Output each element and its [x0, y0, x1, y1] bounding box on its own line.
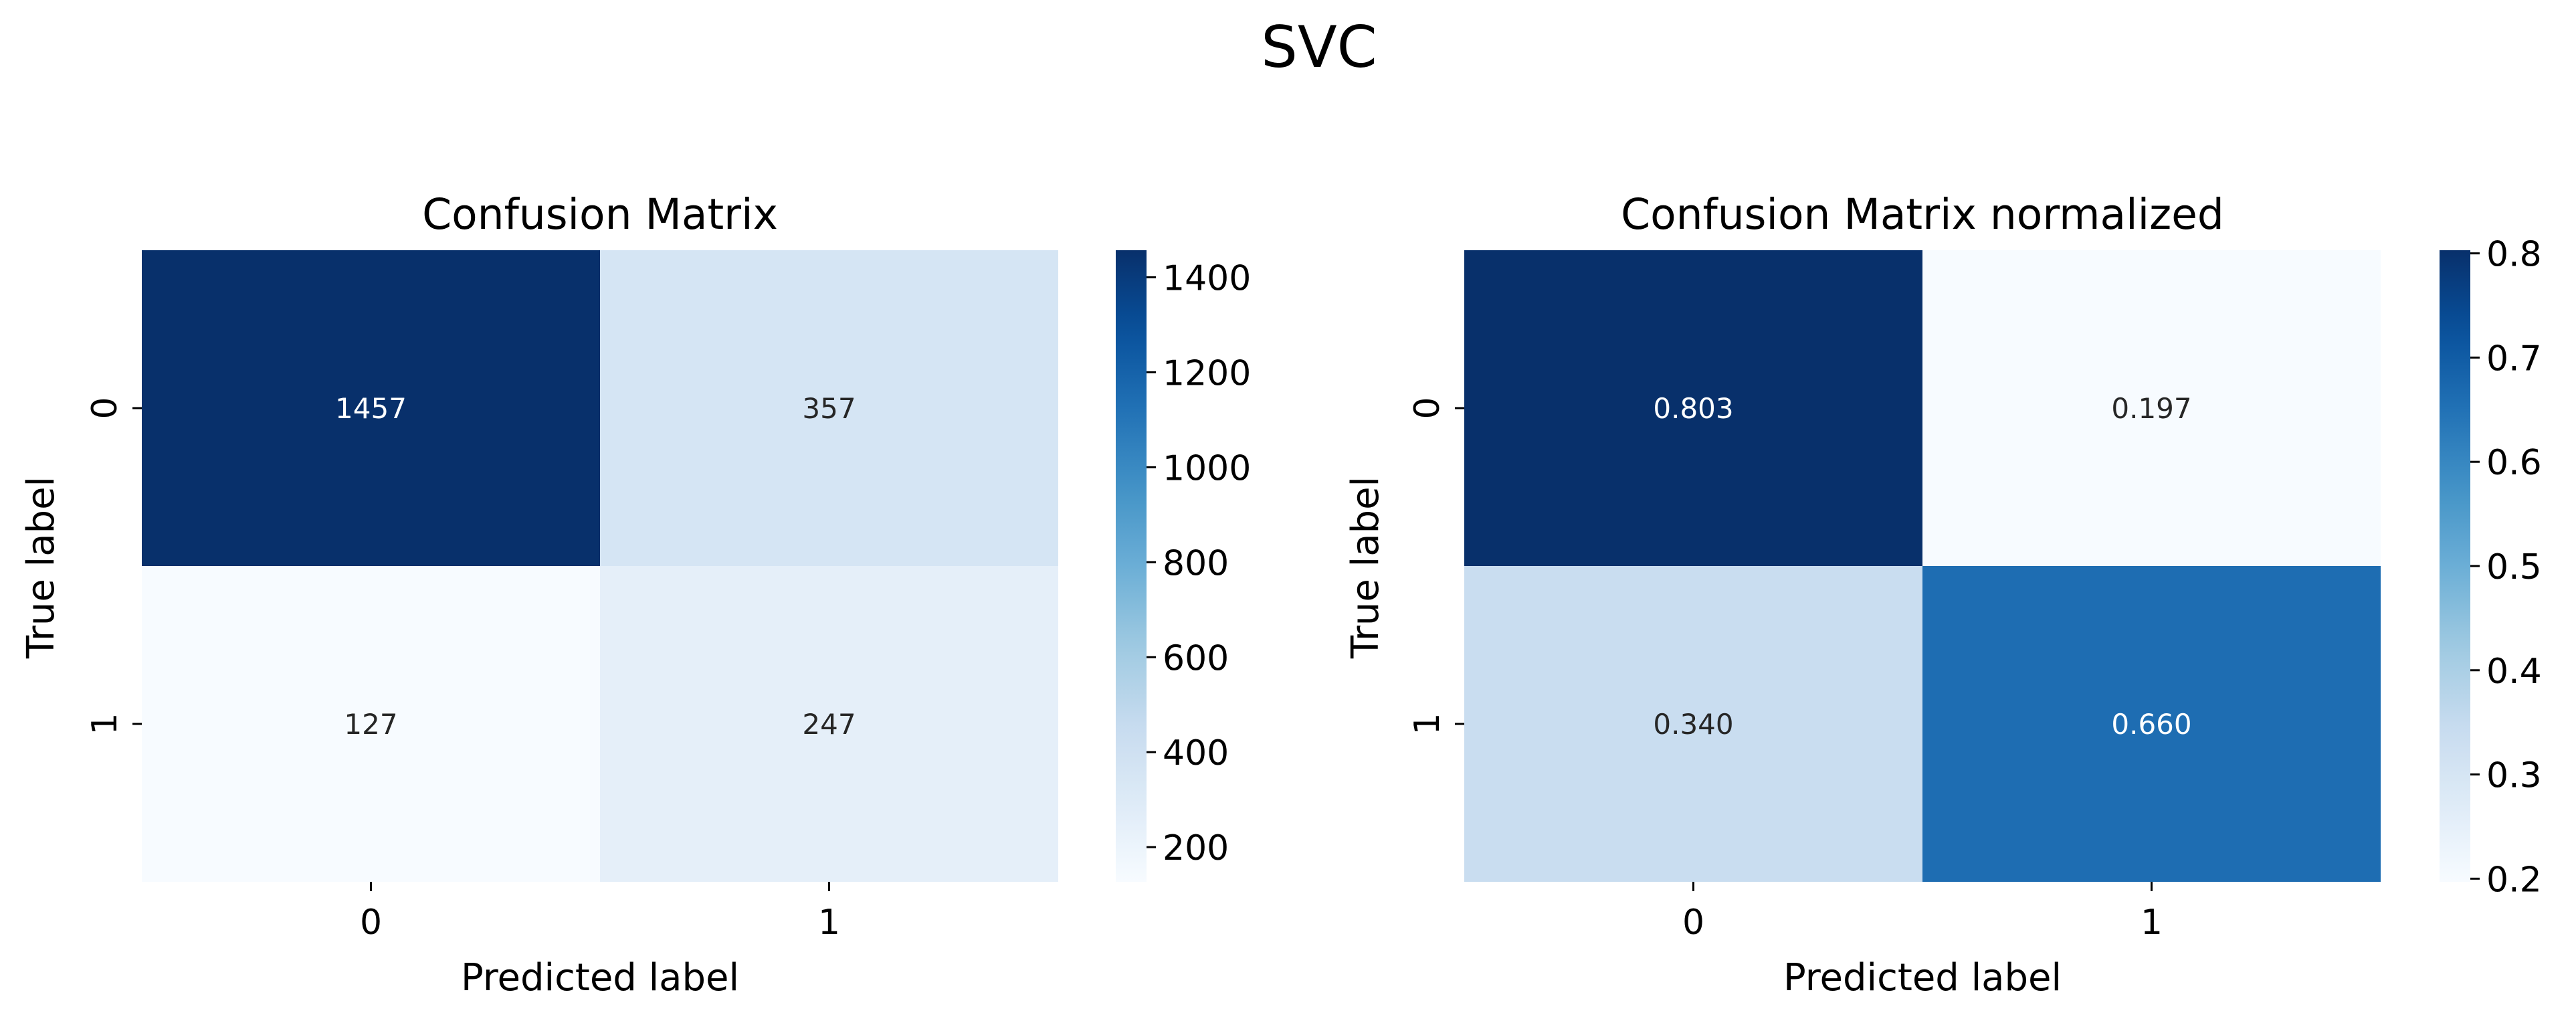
cell-annotation: 0.660 — [2111, 708, 2191, 741]
colorbar-tick-label: 0.4 — [2486, 652, 2542, 692]
cell-annotation: 0.803 — [1653, 392, 1733, 425]
y-axis-label: True label — [19, 476, 63, 659]
heatmap-cell-0-1 — [1922, 250, 2381, 566]
colorbar-tick-label: 0.5 — [2486, 547, 2542, 587]
colorbar-tick-label: 1200 — [1163, 353, 1251, 393]
heatmap-cell-0-1 — [600, 250, 1058, 566]
chart-title: Confusion Matrix — [422, 190, 778, 239]
colorbar-tick-label: 0.7 — [2486, 339, 2542, 379]
x-tick-label: 1 — [818, 903, 840, 943]
colorbar-tick-label: 0.8 — [2486, 235, 2542, 275]
colorbar-tick-label: 800 — [1163, 543, 1229, 583]
y-tick-label: 0 — [85, 397, 125, 419]
colorbar-tick-label: 400 — [1163, 733, 1229, 773]
heatmap-cells: 0.803 0.197 0.340 0.660 — [1464, 250, 2381, 882]
cell-annotation: 1457 — [335, 392, 407, 425]
colorbar-gradient — [2440, 250, 2470, 882]
colorbar-gradient — [1116, 250, 1147, 882]
colorbar: 200 400 600 800 1000 1200 1400 — [1116, 250, 1251, 882]
colorbar-tick-label: 0.2 — [2486, 860, 2542, 900]
cell-annotation: 127 — [344, 708, 397, 741]
heatmap-cell-0-0 — [142, 250, 600, 566]
y-tick-label: 0 — [1407, 397, 1448, 419]
figure-title: SVC — [1261, 14, 1377, 81]
x-axis-label: Predicted label — [1783, 956, 2062, 1000]
cell-annotation: 247 — [802, 708, 856, 741]
colorbar: 0.2 0.3 0.4 0.5 0.6 0.7 0.8 — [2440, 235, 2542, 900]
y-tick-labels: 01 — [1407, 397, 1464, 735]
y-axis-label: True label — [1344, 476, 1387, 659]
heatmap-cell-0-0 — [1464, 250, 1922, 566]
x-tick-label: 1 — [2141, 903, 2163, 943]
y-tick-labels: 01 — [85, 397, 142, 735]
heatmap-cell-1-1 — [600, 566, 1058, 882]
heatmap-cell-1-0 — [142, 566, 600, 882]
cell-annotation: 0.197 — [2111, 392, 2191, 425]
cell-annotation: 0.340 — [1653, 708, 1733, 741]
y-tick-label: 1 — [85, 713, 125, 735]
colorbar-tick-label: 600 — [1163, 638, 1229, 678]
heatmap-cell-1-0 — [1464, 566, 1922, 882]
colorbar-tick-label: 1400 — [1163, 258, 1251, 298]
colorbar-tick-label: 1000 — [1163, 448, 1251, 488]
heatmap-cell-1-1 — [1922, 566, 2381, 882]
colorbar-tick-label: 200 — [1163, 828, 1229, 868]
colorbar-tick-label: 0.6 — [2486, 443, 2542, 483]
x-tick-label: 0 — [360, 903, 382, 943]
x-tick-label: 0 — [1682, 903, 1704, 943]
chart-title: Confusion Matrix normalized — [1621, 190, 2224, 239]
heatmap-cells: 1457 357 127 247 — [142, 250, 1058, 882]
x-axis-label: Predicted label — [461, 956, 739, 1000]
cell-annotation: 357 — [802, 392, 856, 425]
normalized-matrix-panel: Confusion Matrix normalized 0.803 0.1970.… — [1344, 190, 2542, 1000]
colorbar-tick-label: 0.3 — [2486, 756, 2542, 796]
y-tick-label: 1 — [1407, 713, 1448, 735]
